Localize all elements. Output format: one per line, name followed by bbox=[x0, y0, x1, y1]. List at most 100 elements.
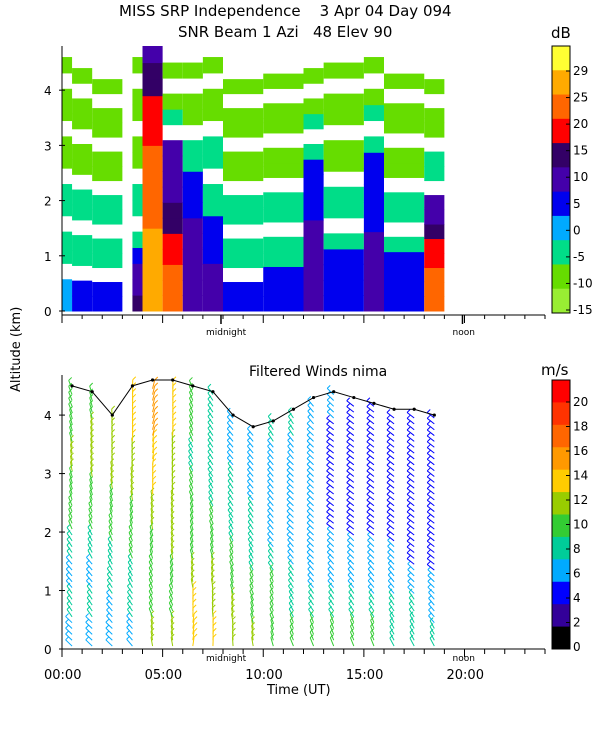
wind-barb-flag bbox=[247, 494, 252, 499]
wind-barb-shaft bbox=[210, 578, 214, 588]
wind-barb-flag bbox=[406, 444, 411, 448]
wind-barb-shaft bbox=[288, 608, 294, 618]
wind-barb-shaft bbox=[267, 440, 274, 448]
wind-barb-shaft bbox=[367, 551, 375, 559]
wind-barb-shaft bbox=[366, 417, 375, 425]
wind-barb-shaft bbox=[66, 591, 73, 600]
wind-barb-shaft bbox=[69, 426, 73, 436]
wind-barb bbox=[386, 485, 395, 495]
snr-cell bbox=[263, 162, 304, 178]
wind-barb-shaft bbox=[326, 453, 334, 460]
wind-barb-flag bbox=[153, 446, 158, 451]
wind-barb-shaft bbox=[326, 447, 334, 454]
wind-barb-shaft bbox=[307, 404, 314, 413]
wind-barb-shaft bbox=[386, 523, 395, 530]
snr-cell bbox=[62, 136, 73, 153]
wind-barb-shaft bbox=[426, 511, 435, 518]
wind-colorbar-segment bbox=[552, 581, 570, 605]
wind-barb bbox=[346, 461, 355, 472]
wind-barb bbox=[326, 502, 334, 512]
wind-barb-shaft bbox=[250, 613, 254, 623]
wind-barb-flag bbox=[267, 413, 272, 417]
snr-cell bbox=[132, 104, 143, 122]
wind-barb-flag bbox=[406, 467, 411, 472]
wind-barb-shaft bbox=[110, 479, 113, 489]
wind-barb-shaft bbox=[169, 578, 174, 588]
wind-barb-shaft bbox=[126, 627, 133, 635]
wind-barb bbox=[306, 519, 314, 530]
wind-barb-shaft bbox=[426, 540, 435, 548]
wind-barb-shaft bbox=[346, 523, 355, 530]
wind-barb-shaft bbox=[247, 503, 254, 512]
wind-barb-shaft bbox=[170, 496, 174, 506]
wind-barb-shaft bbox=[192, 637, 195, 647]
snr-cell bbox=[363, 263, 384, 280]
shared-axes: Altitude (km) bbox=[9, 307, 24, 392]
wind-barb bbox=[389, 623, 395, 635]
wind-barb-shaft bbox=[209, 549, 214, 559]
wind-barb-shaft bbox=[348, 591, 355, 600]
wind-barb-shaft bbox=[366, 470, 375, 477]
wind-barb-shaft bbox=[348, 609, 355, 618]
wind-barb bbox=[286, 484, 294, 495]
wind-barb-shaft bbox=[309, 620, 315, 629]
wind-barb bbox=[386, 502, 395, 512]
snr-cell bbox=[424, 282, 445, 298]
wind-barb bbox=[386, 526, 395, 536]
wind-barb-shaft bbox=[251, 625, 254, 635]
snr-cell bbox=[202, 104, 223, 122]
wind-barb-shaft bbox=[170, 543, 174, 553]
wind-barb-flag bbox=[406, 514, 411, 519]
wind-barb-shaft bbox=[346, 423, 355, 431]
wind-barb-shaft bbox=[406, 458, 415, 466]
wind-barb bbox=[66, 582, 73, 594]
wind-barb-shaft bbox=[269, 608, 274, 618]
wind-barb-flag bbox=[426, 450, 431, 454]
wind-barb-shaft bbox=[409, 637, 415, 647]
wind-barb-flag bbox=[153, 440, 158, 445]
wind-barb-shaft bbox=[69, 473, 73, 483]
wind-barb-shaft bbox=[87, 532, 93, 542]
wind-barb-flag bbox=[366, 409, 371, 413]
wind-barb bbox=[306, 437, 314, 448]
snr-cell bbox=[92, 79, 123, 95]
snr-cell bbox=[142, 211, 163, 229]
snr-colorbar-tick-label: -5 bbox=[573, 250, 585, 264]
wind-barb-flag bbox=[366, 496, 371, 501]
wind-barb-shaft bbox=[406, 412, 415, 419]
wind-barb-shaft bbox=[66, 544, 73, 553]
wind-barb-shaft bbox=[249, 579, 254, 588]
wind-barb-flag bbox=[346, 520, 351, 524]
wind-barb-flag bbox=[89, 382, 94, 387]
wind-barb-shaft bbox=[427, 575, 435, 583]
wind-barb bbox=[326, 485, 334, 495]
wind-barb-shaft bbox=[328, 591, 335, 600]
wind-barb-shaft bbox=[152, 385, 156, 395]
wind-barb-flag bbox=[386, 485, 391, 489]
wind-barb-shaft bbox=[86, 580, 93, 588]
wind-barb-shaft bbox=[426, 476, 435, 483]
snr-cell bbox=[62, 88, 73, 106]
wind-barb-shaft bbox=[389, 637, 395, 647]
wind-barb-shaft bbox=[288, 596, 294, 606]
wind-barb-flag bbox=[386, 502, 391, 507]
wind-barb-flag bbox=[307, 396, 312, 400]
wind-barb-shaft bbox=[207, 410, 214, 419]
wind-midnight-label: midnight bbox=[206, 654, 247, 664]
wind-barb-shaft bbox=[152, 415, 156, 424]
wind-barb-shaft bbox=[426, 441, 435, 448]
wind-barb-shaft bbox=[126, 638, 133, 647]
wind-barb bbox=[326, 479, 334, 489]
wind-barb-shaft bbox=[170, 637, 174, 647]
wind-barb bbox=[105, 630, 113, 641]
wind-colorbar-segment bbox=[552, 380, 570, 403]
wind-barb-shaft bbox=[388, 603, 395, 612]
wind-barb bbox=[406, 508, 415, 518]
wind-barb-shaft bbox=[65, 639, 73, 647]
wind-barb-shaft bbox=[170, 537, 174, 547]
wind-barb-flag bbox=[152, 475, 157, 480]
wind-barb-shaft bbox=[267, 445, 274, 454]
wind-barb-flag bbox=[286, 513, 291, 518]
wind-barb-flag bbox=[406, 537, 411, 542]
wind-barb-flag bbox=[426, 502, 431, 507]
